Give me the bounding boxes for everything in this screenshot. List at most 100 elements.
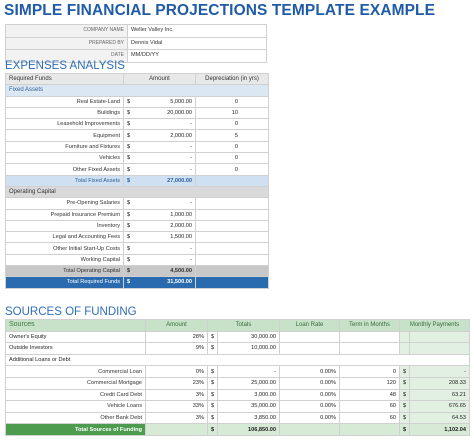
funding-term[interactable]: 60	[339, 400, 400, 413]
funding-term[interactable]: 120	[339, 376, 400, 390]
total-required-label: Total Required Funds	[5, 276, 124, 289]
operating-row: Inventory $2,000.00	[5, 219, 269, 233]
funding-monthly-currency: $	[399, 411, 410, 425]
operating-blank	[195, 242, 269, 255]
fixed-asset-amount[interactable]: 20,000.00	[133, 106, 196, 120]
operating-amount[interactable]: 1,500.00	[133, 231, 196, 244]
operating-amount[interactable]: 2,000.00	[133, 219, 196, 233]
total-funding-label: Total Sources of Funding	[5, 423, 146, 436]
funding-total[interactable]: 10,000.00	[217, 342, 280, 355]
total-fixed-amount: 27,000.00	[133, 174, 196, 187]
funding-percent: 3%	[145, 388, 208, 402]
fixed-asset-currency: $	[123, 152, 134, 165]
funding-monthly: 63.21	[408, 388, 471, 402]
funding-total[interactable]: 3,000.00	[217, 388, 280, 402]
funding-term[interactable]: 0	[339, 365, 400, 378]
col-totals: Totals	[207, 319, 280, 332]
fixed-asset-amount[interactable]: -	[133, 163, 196, 176]
funding-total[interactable]: 30,000.00	[217, 330, 280, 344]
operating-currency: $	[123, 231, 134, 244]
funding-monthly-currency: $	[399, 365, 410, 378]
funding-currency: $	[207, 388, 218, 402]
total-funding-amount: 106,850.00	[217, 423, 280, 436]
funding-term[interactable]: 60	[339, 411, 400, 425]
funding-source-label: Vehicle Loans	[5, 400, 146, 413]
total-operating-currency: $	[123, 265, 134, 278]
funding-percent: 0%	[145, 365, 208, 378]
funding-loan-rate[interactable]	[279, 330, 340, 344]
prepared-by-label: PREPARED BY	[5, 36, 128, 50]
additional-loans-row: Additional Loans or Debt	[4, 353, 471, 367]
funding-loan-rate[interactable]: 0.00%	[279, 376, 340, 390]
funding-term[interactable]: 48	[339, 388, 400, 402]
fixed-asset-depreciation[interactable]: 10	[195, 106, 269, 120]
funding-monthly-currency: $	[399, 376, 410, 390]
fixed-asset-amount[interactable]: 2,000.00	[133, 129, 196, 142]
col-fund-amount: Amount	[145, 319, 208, 332]
funding-table: Sources Amount Totals Loan Rate Term in …	[4, 319, 471, 436]
funding-loan-rate[interactable]: 0.00%	[279, 388, 340, 402]
fixed-asset-depreciation[interactable]: 0	[195, 118, 269, 131]
fixed-asset-depreciation[interactable]: 0	[195, 163, 269, 176]
company-info-table: COMPANY NAME Weller Valley Inc. PREPARED…	[5, 24, 267, 63]
company-name-value[interactable]: Weller Valley Inc.	[127, 24, 267, 38]
fixed-asset-amount[interactable]: -	[133, 140, 196, 154]
fixed-asset-currency: $	[123, 106, 134, 120]
funding-monthly-currency: $	[399, 388, 410, 402]
funding-row: Owner's Equity 28% $30,000.00	[5, 330, 471, 344]
additional-loans-label: Additional Loans or Debt	[4, 353, 471, 367]
operating-amount[interactable]: 1,000.00	[133, 208, 196, 221]
operating-currency: $	[123, 242, 134, 255]
funding-loan-rate[interactable]: 0.00%	[279, 365, 340, 378]
operating-currency: $	[123, 253, 134, 267]
fixed-asset-amount[interactable]: 5,000.00	[133, 95, 196, 108]
fixed-asset-currency: $	[123, 129, 134, 142]
operating-currency: $	[123, 219, 134, 233]
fixed-asset-depreciation[interactable]: 0	[195, 152, 269, 165]
total-rate-blank	[279, 423, 340, 436]
funding-total[interactable]: -	[217, 365, 280, 378]
funding-term[interactable]	[339, 330, 400, 344]
fixed-asset-currency: $	[123, 140, 134, 154]
total-fixed-blank	[195, 174, 269, 187]
funding-source-label: Owner's Equity	[5, 330, 146, 344]
funding-row: Other Bank Debt 3% $3,850.00 0.00% 60 $64.53	[5, 411, 471, 425]
funding-heading: SOURCES OF FUNDING	[5, 306, 137, 318]
total-funding-currency: $	[207, 423, 218, 436]
operating-amount[interactable]: -	[133, 242, 196, 255]
funding-loan-rate[interactable]	[279, 342, 340, 355]
fixed-asset-amount[interactable]: -	[133, 118, 196, 131]
operating-label: Prepaid Insurance Premium	[5, 208, 124, 221]
funding-loan-rate[interactable]: 0.00%	[279, 411, 340, 425]
fixed-asset-currency: $	[123, 95, 134, 108]
fixed-asset-depreciation[interactable]: 0	[195, 140, 269, 154]
funding-row: Vehicle Loans 33% $35,000.00 0.00% 60 $676.65	[5, 400, 471, 413]
funding-source-label: Other Bank Debt	[5, 411, 146, 425]
operating-blank	[195, 208, 269, 221]
funding-total[interactable]: 35,000.00	[217, 400, 280, 413]
funding-term[interactable]	[339, 342, 400, 355]
funding-row: Outside Investors 9% $10,000.00	[5, 342, 471, 355]
operating-row: Other Initial Start-Up Costs $ -	[5, 242, 269, 255]
col-sources: Sources	[5, 319, 146, 332]
operating-capital-section: Operating Capital	[5, 185, 269, 199]
fixed-asset-amount[interactable]: -	[133, 152, 196, 165]
fixed-asset-depreciation[interactable]: 0	[195, 95, 269, 108]
company-name-row: COMPANY NAME Weller Valley Inc.	[5, 24, 267, 38]
funding-loan-rate[interactable]: 0.00%	[279, 400, 340, 413]
operating-amount[interactable]: -	[133, 253, 196, 267]
fixed-asset-depreciation[interactable]: 5	[195, 129, 269, 142]
total-monthly-currency: $	[399, 423, 410, 436]
funding-total[interactable]: 25,000.00	[217, 376, 280, 390]
operating-row: Legal and Accounting Fees $1,500.00	[5, 231, 269, 244]
prepared-by-value[interactable]: Dennis Vidal	[127, 36, 267, 50]
operating-amount[interactable]: -	[133, 197, 196, 210]
funding-rows: Owner's Equity 28% $30,000.00 Outside Inves…	[5, 330, 471, 355]
col-amount: Amount	[123, 72, 196, 86]
total-term-blank	[339, 423, 400, 436]
funding-total[interactable]: 3,850.00	[217, 411, 280, 425]
date-value[interactable]: MM/DD/YY	[127, 49, 267, 63]
fixed-asset-currency: $	[123, 118, 134, 131]
col-depreciation: Depreciation (in yrs)	[195, 72, 269, 86]
operating-row: Prepaid Insurance Premium $1,000.00	[5, 208, 269, 221]
